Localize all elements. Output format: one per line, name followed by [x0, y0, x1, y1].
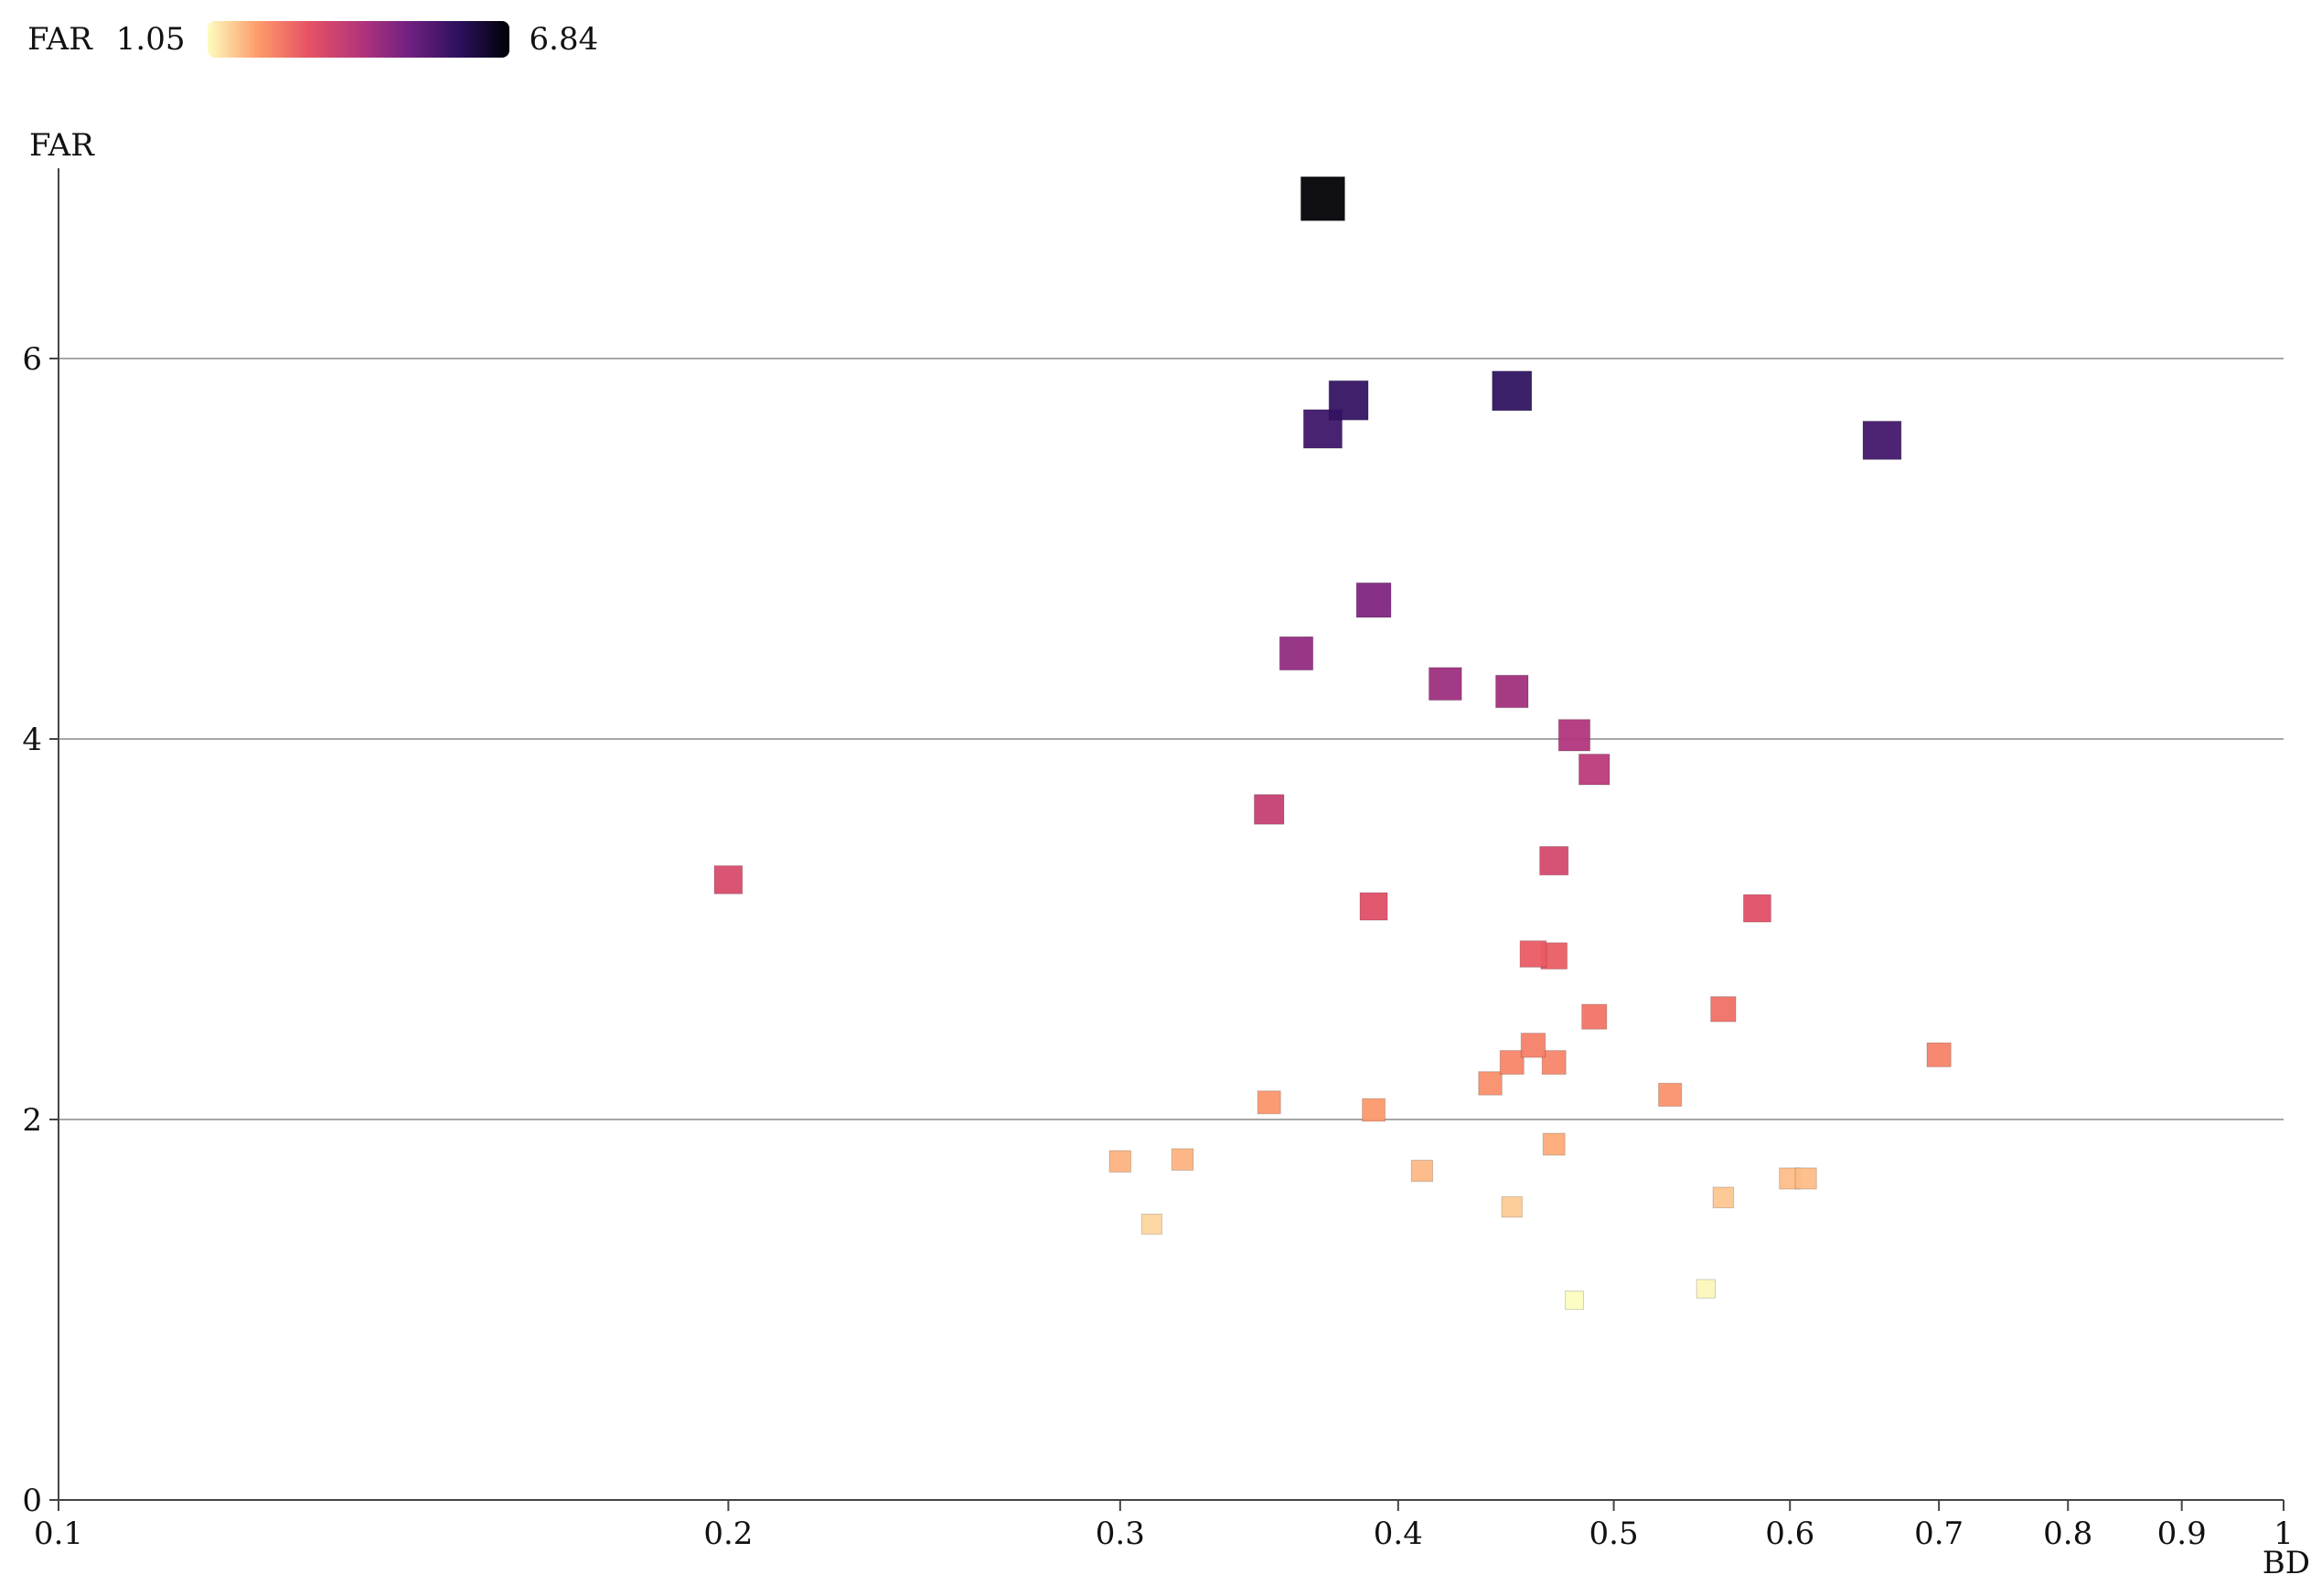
data-point [1501, 1195, 1523, 1218]
y-tick-label: 0 [22, 1483, 42, 1519]
data-point [1926, 1042, 1952, 1067]
data-point [1355, 582, 1392, 618]
data-point [1108, 1150, 1132, 1173]
x-tick-label: 0.2 [703, 1516, 753, 1552]
y-tick-label: 2 [22, 1102, 42, 1139]
data-point [1520, 1033, 1546, 1058]
data-point [1171, 1148, 1194, 1171]
data-point [1712, 1186, 1735, 1209]
y-axis-title: FAR [29, 127, 95, 164]
x-tick-label: 0.7 [1914, 1516, 1964, 1552]
y-tick-label: 4 [22, 722, 42, 758]
legend-max-value: 6.84 [529, 21, 599, 58]
data-point [1362, 1098, 1386, 1122]
data-point [1696, 1279, 1716, 1299]
data-point [1862, 421, 1902, 460]
axes [58, 168, 2284, 1501]
y-tick-label: 6 [22, 341, 42, 378]
data-point [1564, 1291, 1584, 1311]
data-point [1578, 754, 1610, 786]
data-point [1359, 892, 1388, 921]
x-tick-label: 0.3 [1096, 1516, 1145, 1552]
data-point [1478, 1071, 1503, 1096]
x-tick-label: 1 [2274, 1516, 2294, 1552]
data-point [1542, 1132, 1566, 1156]
legend-min-value: 1.05 [115, 21, 186, 58]
data-point [1492, 370, 1533, 412]
data-point [1541, 1050, 1567, 1076]
data-point [1495, 674, 1529, 709]
data-point [1141, 1213, 1162, 1235]
data-point [1794, 1167, 1817, 1190]
x-tick-label: 0.9 [2157, 1516, 2207, 1552]
color-legend: FAR 1.05 6.84 [27, 18, 598, 60]
data-point [1410, 1160, 1434, 1183]
x-tick-label: 0.6 [1765, 1516, 1814, 1552]
data-point [1300, 176, 1345, 221]
legend-label: FAR [27, 21, 92, 58]
data-point [1328, 380, 1369, 421]
data-point [1499, 1050, 1525, 1076]
x-tick-label: 0.8 [2043, 1516, 2092, 1552]
x-axis-title: BD [2263, 1545, 2310, 1581]
data-point [713, 865, 744, 894]
legend-color-ramp [207, 21, 509, 58]
x-tick-label: 0.5 [1589, 1516, 1639, 1552]
data-point [1710, 996, 1737, 1023]
x-tick-label: 0.1 [34, 1516, 83, 1552]
data-points [713, 176, 1952, 1311]
data-point [1581, 1003, 1608, 1030]
data-point [1658, 1082, 1683, 1108]
data-point [1429, 667, 1462, 702]
x-tick-label: 0.4 [1374, 1516, 1423, 1552]
data-point [1539, 846, 1569, 876]
data-point [1519, 940, 1547, 968]
data-point [1253, 794, 1285, 825]
data-point [1257, 1090, 1281, 1115]
data-point [1557, 719, 1591, 752]
data-point [1279, 636, 1314, 671]
y-ticks: 0 2 4 6 [22, 341, 59, 1519]
data-point [1742, 894, 1771, 923]
gridlines [59, 358, 2284, 1120]
x-ticks: 0.1 0.2 0.3 0.4 0.5 0.6 0.7 0.8 0.9 1 [34, 1500, 2294, 1552]
